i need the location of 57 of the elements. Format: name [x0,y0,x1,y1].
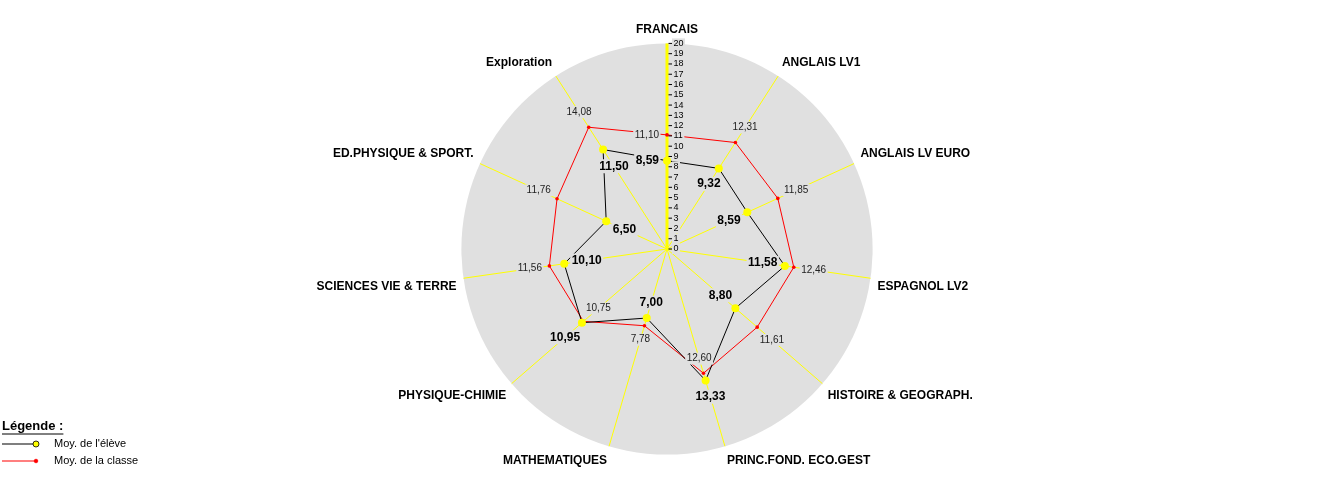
y-tick-label: 9 [673,150,679,161]
y-tick-label: 7 [673,171,679,182]
data-label: 9,32 [697,176,721,191]
data-label: 7,00 [639,294,664,309]
spoke-label: ANGLAIS LV1 [781,55,861,70]
data-label: 11,10 [634,128,660,140]
y-tick-label: 13 [673,109,684,120]
y-tick-label: 11 [673,130,683,141]
spoke-label: HISTOIRE & GEOGRAPH. [827,387,973,402]
data-label: 12,31 [732,121,759,133]
spoke-label: PRINC.FOND. ECO.GEST [726,452,871,467]
y-tick-label: 8 [673,161,679,172]
legend-label: Moy. de la classe [54,454,139,467]
spoke-label: ED.PHYSIQUE & SPORT. [332,145,474,160]
spoke-label: PHYSIQUE-CHIMIE [398,387,507,402]
data-label: 12,46 [801,263,827,275]
y-tick-label: 18 [673,58,684,69]
spoke-label: FRANCAIS [636,21,698,36]
y-tick-label: 20 [673,37,684,48]
y-tick-label: 15 [673,89,684,100]
data-label: 10,75 [585,302,612,314]
data-label: 10,10 [571,252,603,267]
data-label: 11,50 [599,158,629,173]
spoke-label: ANGLAIS LV EURO [860,145,971,160]
spoke-label: MATHEMATIQUES [502,452,608,467]
data-label: 11,58 [747,255,778,270]
data-label: 11,61 [759,333,785,345]
data-label: 8,59 [717,212,742,227]
data-label: 8,80 [708,287,733,302]
y-tick-label: 14 [673,99,684,110]
y-tick-label: 0 [673,243,679,254]
data-label: 10,95 [550,329,581,344]
y-tick-label: 12 [673,120,684,131]
spoke-label: SCIENCES VIE & TERRE [316,278,457,293]
data-label: 12,60 [686,352,713,364]
legend-title: Légende : [2,417,64,433]
data-label: 11,85 [783,183,809,195]
y-tick-label: 17 [673,68,684,79]
y-tick-label: 1 [673,233,679,244]
data-label: 11,56 [517,262,543,274]
y-tick-label: 16 [673,79,684,89]
y-tick-label: 5 [673,192,679,203]
spoke-label: ESPAGNOL LV2 [877,278,969,293]
spoke-label: Exploration [486,55,553,70]
data-label: 8,59 [635,153,660,168]
y-tick-label: 2 [673,222,679,233]
legend-label: Moy. de l'élève [54,437,127,450]
y-tick-label: 19 [673,48,684,59]
y-tick-label: 4 [673,202,679,213]
data-label: 13,33 [695,389,726,404]
data-label: 14,08 [566,105,592,117]
y-tick-label: 3 [673,212,679,223]
y-tick-label: 6 [673,181,679,192]
y-tick-label: 10 [673,140,684,151]
data-label: 6,50 [612,221,637,236]
data-label: 7,78 [630,333,651,345]
data-label: 11,76 [526,184,552,196]
